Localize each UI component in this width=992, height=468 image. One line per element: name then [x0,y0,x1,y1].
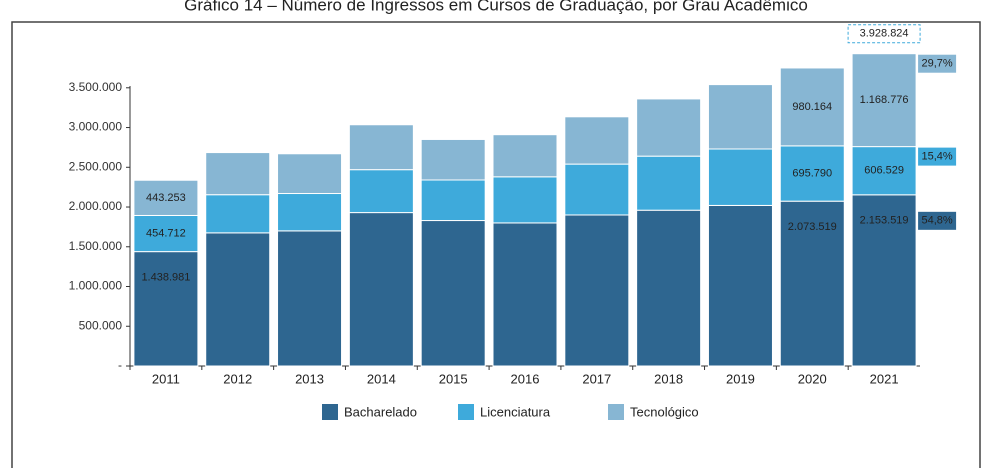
bar-segment [851,53,917,148]
chart-title: Gráfico 14 – Número de Ingressos em Curs… [184,0,808,14]
y-tick-label: - [118,358,122,372]
y-tick-label: 1.500.000 [69,239,123,253]
total-box [847,24,921,44]
bar-segment [133,179,199,216]
x-tick-label: 2013 [295,371,324,386]
bar-segment [420,138,486,181]
share-label: 29,7% [921,58,952,70]
bar-segment [348,124,414,171]
bar-segment [492,134,558,178]
bar-segment [707,148,773,206]
bar-segment [420,179,486,222]
value-label: 695.790 [792,167,832,179]
bar-segment [564,163,630,216]
bar-segment [348,212,414,367]
x-tick-label: 2016 [511,371,540,386]
y-tick-label: 3.500.000 [69,80,123,94]
bar-segment [133,251,199,367]
x-tick-label: 2018 [654,371,683,386]
value-label: 2.073.519 [788,221,837,233]
bar-segment [133,214,199,253]
x-tick-label: 2021 [870,371,899,386]
value-label: 454.712 [146,227,186,239]
y-tick-label: 2.000.000 [69,199,123,213]
share-box [918,54,957,73]
value-label: 2.153.519 [860,215,909,227]
legend-label: Licenciatura [480,404,551,419]
share-label: 15,4% [921,151,952,163]
frame [11,21,981,468]
bar-segment [277,230,343,367]
x-tick-label: 2019 [726,371,755,386]
share-box [918,211,957,230]
value-label: 606.529 [864,165,904,177]
share-label: 54,8% [921,215,952,227]
bar-segment [707,204,773,367]
y-tick-label: 1.000.000 [69,279,123,293]
bar-segment [277,153,343,195]
legend-label: Bacharelado [344,404,417,419]
legend-swatch [458,404,474,420]
bar-segment [707,84,773,150]
value-label: 980.164 [792,101,832,113]
x-tick-label: 2014 [367,371,396,386]
legend-swatch [322,404,338,420]
value-label: 1.168.776 [860,94,909,106]
bar-segment [636,98,702,157]
value-label: 1.438.981 [141,272,190,284]
y-tick-label: 3.000.000 [69,120,123,134]
bar-segment [492,176,558,224]
x-tick-label: 2011 [152,371,180,386]
total-label: 3.928.824 [860,28,909,40]
x-tick-label: 2020 [798,371,827,386]
bar-segment [564,214,630,367]
y-tick-label: 2.500.000 [69,159,123,173]
bar-segment [636,155,702,211]
bar-segment [277,193,343,232]
legend-label: Tecnológico [630,404,699,419]
value-label: 443.253 [146,192,186,204]
bar-segment [348,169,414,214]
legend-swatch [608,404,624,420]
x-tick-label: 2012 [223,371,252,386]
bar-segment [420,220,486,367]
y-tick-label: 500.000 [79,318,123,332]
bar-segment [205,194,271,234]
bar-segment [205,152,271,196]
bar-segment [636,209,702,367]
bar-segment [205,232,271,367]
bar-segment [779,67,845,147]
bar-segment [851,194,917,367]
x-tick-label: 2017 [582,371,611,386]
share-box [918,147,957,166]
bar-segment [492,222,558,367]
bar-segment [851,146,917,196]
bar-segment [564,116,630,165]
x-tick-label: 2015 [439,371,468,386]
